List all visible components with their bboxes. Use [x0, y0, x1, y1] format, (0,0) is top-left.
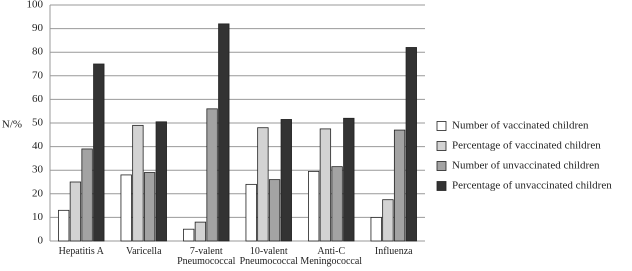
legend-label: Number of unvaccinated children [452, 160, 600, 172]
bar [308, 170, 320, 242]
y-tick-label: 80 [32, 46, 44, 58]
bar [405, 47, 417, 242]
bar [93, 63, 105, 242]
bar [343, 117, 355, 242]
bar [280, 119, 292, 242]
y-tick-label: 90 [32, 22, 44, 34]
y-tick-label: 0 [38, 235, 44, 247]
x-tick-label: Hepatitis A [58, 246, 104, 257]
bar [370, 216, 382, 242]
legend-label: Percentage of vaccinated children [452, 140, 601, 152]
y-axis-label: N/% [2, 119, 22, 131]
legend-key [436, 161, 447, 171]
y-tick-label: 60 [32, 93, 44, 105]
bar [218, 23, 230, 242]
x-tick-label: Anti-C Meningococcal [300, 246, 363, 267]
bar [69, 181, 82, 242]
legend-label: Percentage of unvaccinated children [452, 180, 612, 192]
bar [331, 166, 343, 242]
y-tick-label: 10 [32, 211, 44, 223]
bar [319, 128, 332, 242]
bar [268, 179, 281, 242]
x-tick-label: 10-valent Pneumococcal [239, 246, 298, 267]
bar [245, 183, 257, 242]
legend-key [436, 121, 447, 131]
bar [58, 209, 70, 242]
bar [206, 108, 218, 242]
legend-key [436, 141, 447, 151]
y-tick-label: 30 [32, 164, 44, 176]
y-tick-label: 50 [32, 117, 44, 129]
bar [257, 127, 269, 242]
bar [120, 174, 132, 242]
bar [393, 129, 406, 242]
x-tick-label: Influenza [374, 246, 413, 257]
x-tick-label: Varicella [125, 246, 162, 257]
bar [194, 221, 207, 242]
bar [143, 172, 156, 242]
bar [382, 199, 394, 242]
bar [132, 124, 144, 242]
bar [81, 148, 93, 242]
y-tick-label: 40 [32, 140, 44, 152]
y-tick-label: 70 [32, 69, 44, 81]
x-tick-label: 7-valent Pneumococcal [177, 246, 236, 267]
legend-key [436, 181, 447, 191]
legend-label: Number of vaccinated children [452, 120, 589, 132]
bar [183, 228, 195, 242]
y-tick-label: 100 [27, 0, 44, 11]
y-tick-label: 20 [32, 187, 44, 199]
bar [155, 121, 167, 242]
